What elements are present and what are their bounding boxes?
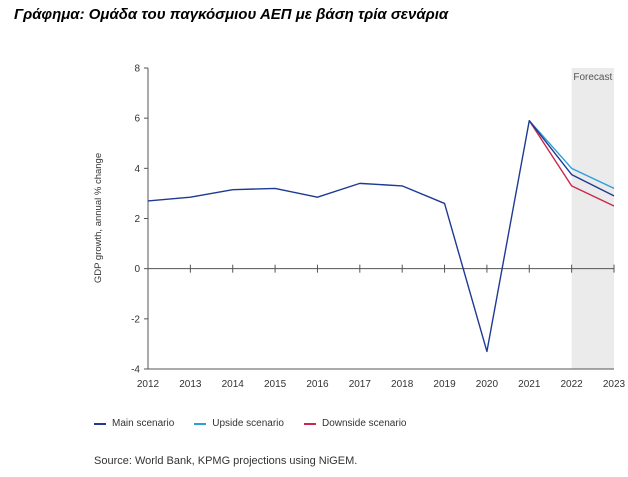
legend-swatch — [94, 422, 106, 425]
x-tick-label: 2016 — [306, 379, 329, 390]
y-tick-label: 0 — [134, 264, 140, 275]
source-note: Source: World Bank, KPMG projections usi… — [94, 455, 358, 467]
y-tick-label: -2 — [131, 314, 140, 325]
x-tick-label: 2018 — [391, 379, 414, 390]
series-line-upside-scenario — [528, 120, 615, 190]
y-tick-label: -4 — [131, 365, 140, 376]
x-tick-label: 2023 — [603, 379, 626, 390]
x-tick-label: 2019 — [433, 379, 456, 390]
legend-item: Downside scenario — [303, 418, 407, 429]
legend-item: Main scenario — [94, 418, 174, 429]
legend-swatch — [303, 422, 316, 425]
x-tick-label: 2017 — [349, 379, 372, 390]
x-tick-label: 2014 — [222, 379, 245, 390]
series-line-main-scenario — [147, 119, 615, 353]
legend-swatch — [194, 422, 207, 425]
chart-title: Γράφημα: Ομάδα του παγκόσμιου ΑΕΠ με βάσ… — [14, 6, 449, 23]
y-tick-label: 8 — [134, 64, 140, 75]
x-tick-label: 2022 — [561, 379, 584, 390]
legend-label: Upside scenario — [212, 418, 284, 429]
x-tick-label: 2021 — [518, 379, 541, 390]
y-tick-label: 4 — [134, 164, 140, 175]
y-axis-label: GDP growth, annual % change — [93, 153, 104, 283]
x-tick-label: 2015 — [264, 379, 287, 390]
legend-label: Downside scenario — [321, 418, 407, 429]
x-tick-label: 2020 — [476, 379, 499, 390]
legend-item: Upside scenario — [194, 418, 284, 429]
gdp-line-chart: Forecast 8 6 4 2 0 -2 -4 2012 2013 2014 2015 2016 20… — [93, 64, 626, 391]
forecast-shading — [571, 68, 614, 369]
legend-label: Main scenario — [112, 418, 175, 429]
legend: Main scenario Upside scenario Downside sce… — [94, 418, 406, 429]
x-tick-label: 2013 — [179, 379, 202, 390]
y-tick-label: 6 — [134, 114, 140, 125]
series-lines — [147, 119, 615, 353]
y-tick-label: 2 — [134, 214, 140, 225]
series-line-downside-scenario — [528, 120, 615, 207]
forecast-region: Forecast — [571, 68, 614, 369]
forecast-label: Forecast — [573, 72, 612, 83]
axes: 8 6 4 2 0 -2 -4 2012 2013 2014 2015 2016 2017 2018 201… — [131, 64, 625, 391]
x-tick-label: 2012 — [137, 379, 160, 390]
